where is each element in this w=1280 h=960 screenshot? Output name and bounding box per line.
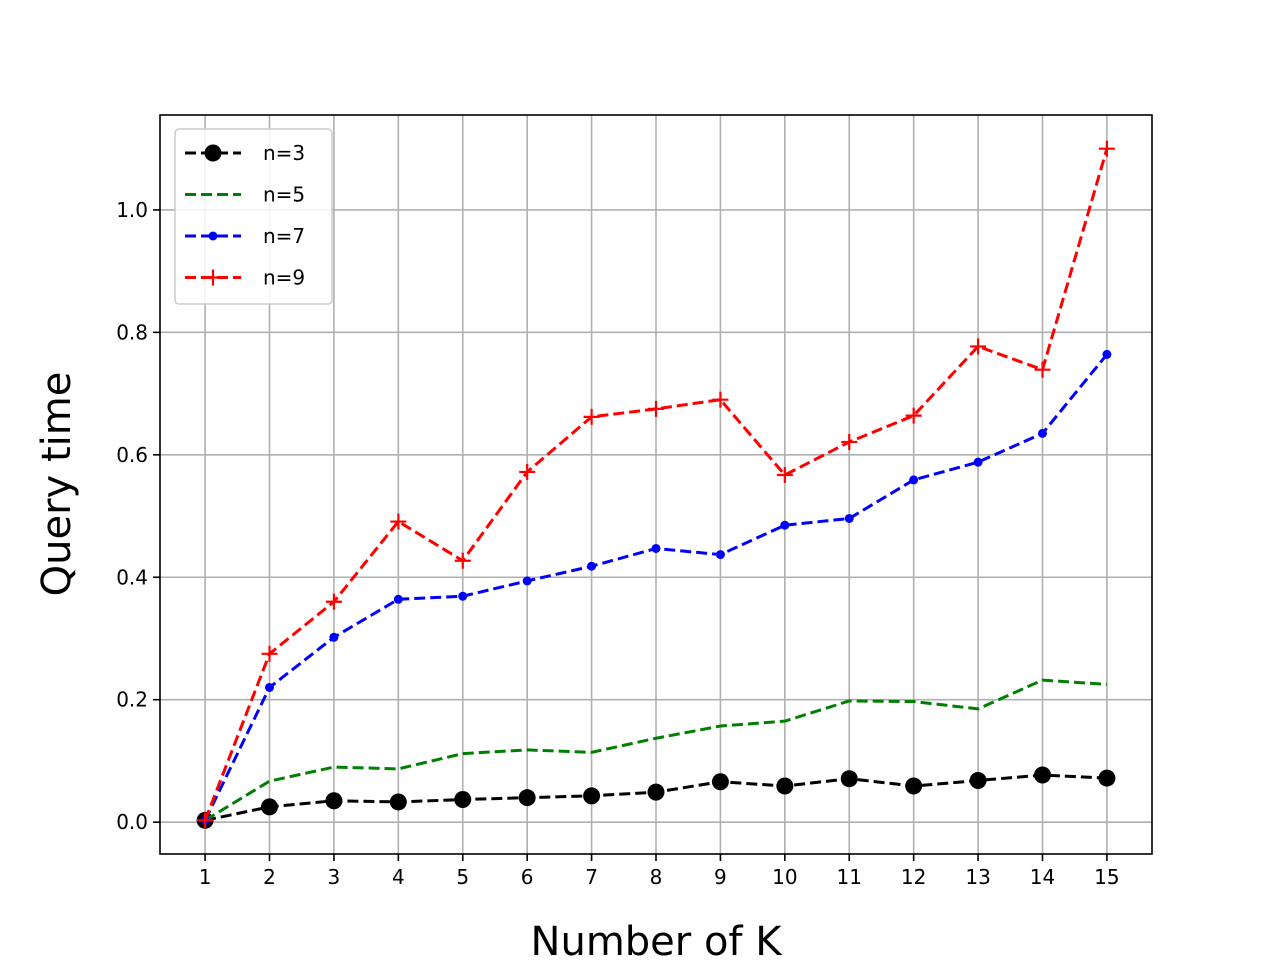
series-n7-point — [393, 594, 403, 604]
series-n5 — [204, 678, 1108, 822]
series-n3-point — [647, 783, 665, 801]
x-tick-label: 4 — [392, 865, 405, 889]
x-tick-label: 2 — [263, 865, 276, 889]
series-n7-point — [522, 576, 532, 586]
grid-lines — [160, 115, 1152, 854]
series-n3-point — [325, 792, 343, 810]
x-tick-label: 13 — [965, 865, 990, 889]
series-n7-point — [265, 682, 275, 692]
series-n5-line — [204, 678, 1108, 822]
y-axis-label: Query time — [34, 372, 80, 597]
series-n7-point — [651, 543, 661, 553]
legend-entry-n9: n=9 — [185, 266, 305, 290]
series-n3-point — [583, 787, 601, 805]
series-n9-point — [841, 433, 858, 450]
x-tick-label: 6 — [521, 865, 534, 889]
series-n9-point — [648, 400, 664, 417]
x-tick-label: 12 — [901, 865, 926, 889]
x-tick-label: 5 — [456, 865, 469, 889]
series-n9 — [197, 140, 1115, 829]
series-n7-point — [780, 520, 790, 530]
x-tick-label: 10 — [772, 865, 797, 889]
x-tick-label: 8 — [650, 865, 663, 889]
series-n9-point — [197, 812, 214, 829]
series-n7-point — [587, 561, 597, 571]
x-tick-label: 14 — [1030, 865, 1055, 889]
series-n7-point — [715, 550, 725, 560]
series-n3-point — [454, 791, 472, 809]
series-n3-point — [776, 777, 794, 795]
series-n9-point — [261, 645, 278, 662]
series-n7-point — [844, 513, 854, 523]
x-tick-label: 3 — [328, 865, 341, 889]
x-axis-label: Number of K — [531, 919, 784, 960]
series-n9-point — [970, 338, 987, 355]
series-n3 — [196, 766, 1116, 829]
series-n9-point — [776, 467, 793, 484]
series-n7-point — [329, 632, 339, 642]
series-n3-point — [840, 770, 858, 788]
series-n9-point — [390, 513, 407, 530]
series-n7-point — [458, 591, 468, 601]
series-n3-point — [905, 777, 923, 795]
legend-label: n=3 — [263, 141, 305, 165]
series-n3-point — [1098, 769, 1116, 787]
y-tick-label: 0.6 — [116, 443, 148, 467]
axis-ticks: 1 2 3 4 5 6 7 8 9 10 11 12 13 14 150.00.20.40.60.81.0 — [116, 198, 1119, 889]
series-n9-point — [905, 407, 922, 424]
x-tick-label: 7 — [585, 865, 598, 889]
y-tick-label: 0.2 — [116, 688, 148, 712]
series-n7-point — [1037, 428, 1047, 438]
series-n9-line — [203, 148, 1109, 821]
legend: n=3 n=5 n=7 n=9 — [174, 128, 333, 305]
y-tick-label: 0.8 — [116, 320, 148, 344]
series-n9-point — [1034, 361, 1051, 378]
series-n9-point — [1098, 140, 1115, 157]
series-n9-point — [519, 463, 536, 480]
legend-point — [204, 144, 222, 162]
y-tick-label: 0.0 — [116, 810, 148, 834]
series-n7-point — [1102, 349, 1112, 359]
legend-point — [208, 231, 218, 241]
legend-entry-n3: n=3 — [185, 141, 305, 165]
series-n9-point — [454, 552, 471, 569]
x-tick-label: 11 — [837, 865, 862, 889]
x-tick-label: 1 — [199, 865, 212, 889]
legend-label: n=5 — [263, 183, 305, 207]
x-tick-label: 15 — [1094, 865, 1119, 889]
series-n9-point — [583, 408, 600, 425]
series-n9-point — [712, 391, 729, 408]
series-n3-point — [261, 798, 279, 816]
legend-box — [174, 128, 333, 305]
series-n3-point — [389, 793, 407, 811]
series-n3-point — [969, 772, 987, 790]
series-n3-point — [711, 773, 729, 791]
legend-entry-n5: n=5 — [185, 183, 305, 207]
series-n9-point — [325, 593, 342, 610]
series-n3-point — [1033, 766, 1051, 784]
legend-entry-n7: n=7 — [185, 224, 305, 248]
series-n7 — [200, 349, 1112, 825]
legend-label: n=9 — [263, 266, 305, 290]
y-tick-label: 0.4 — [116, 565, 148, 589]
y-tick-label: 1.0 — [116, 198, 148, 222]
legend-label: n=7 — [263, 224, 305, 248]
legend-point — [205, 269, 221, 286]
series-n7-point — [973, 457, 983, 467]
series-n3-point — [518, 789, 536, 807]
series-n7-point — [909, 475, 919, 485]
x-tick-label: 9 — [714, 865, 727, 889]
series-layer — [196, 140, 1116, 829]
